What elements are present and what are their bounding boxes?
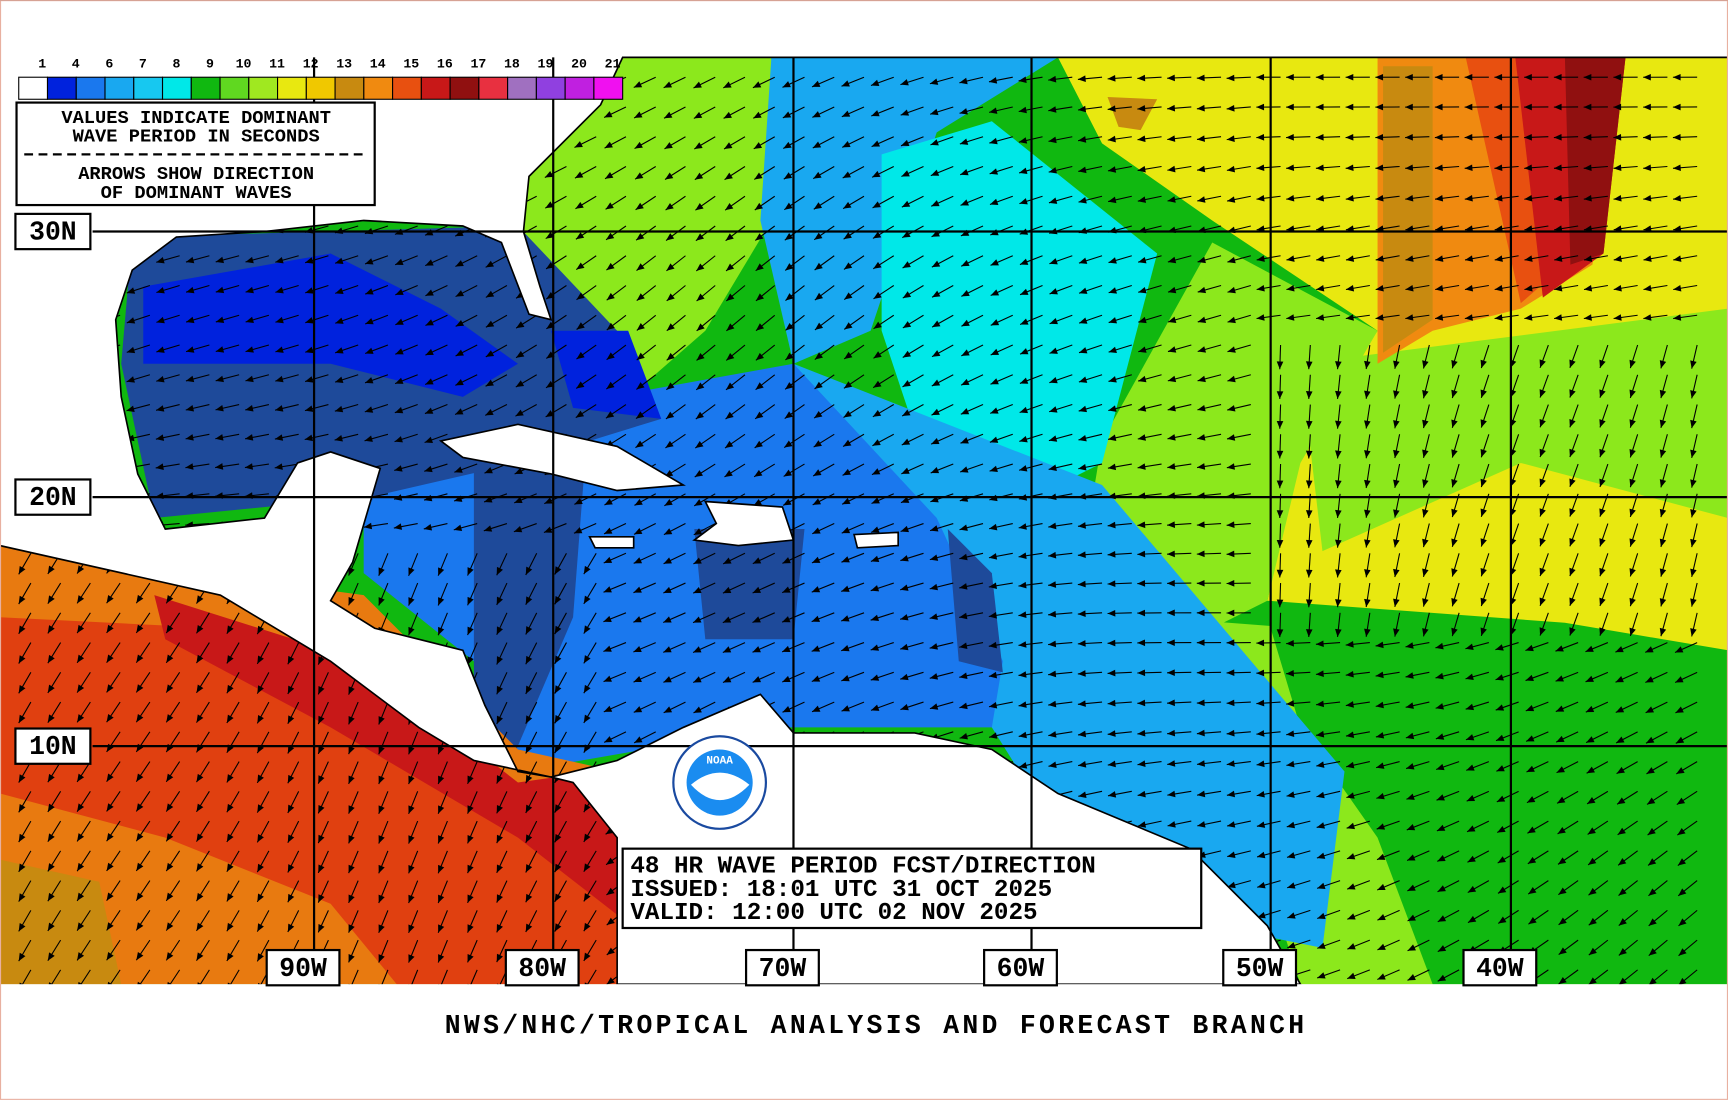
legend-label: 18 [504, 57, 520, 72]
period-region [694, 529, 804, 639]
legend-swatch [105, 77, 134, 99]
legend-swatch [47, 77, 76, 99]
legend-swatch [335, 77, 364, 99]
legend-label: 15 [403, 57, 419, 72]
legend-swatch [536, 77, 565, 99]
longitude-label: 40W [1476, 954, 1524, 984]
longitude-label: 60W [997, 954, 1045, 984]
legend-label: 11 [269, 57, 285, 72]
legend-label: 1 [38, 57, 46, 72]
legend-swatch [421, 77, 450, 99]
jamaica [590, 537, 634, 548]
legend-swatch [220, 77, 249, 99]
legend-label: 17 [470, 57, 486, 72]
legend-swatch [306, 77, 335, 99]
legend-swatch [278, 77, 307, 99]
period-region [1383, 66, 1433, 353]
legend-swatch [479, 77, 508, 99]
logo-text: NOAA [706, 755, 733, 767]
legend-label: 20 [571, 57, 587, 72]
legend-swatch [191, 77, 220, 99]
forecast-line: VALID: 12:00 UTC 02 NOV 2025 [630, 900, 1037, 927]
legend-swatch [393, 77, 422, 99]
longitude-label: 50W [1236, 954, 1284, 984]
legend-label: 4 [72, 57, 80, 72]
longitude-label: 90W [279, 954, 327, 984]
legend-swatch [364, 77, 393, 99]
latitude-label: 20N [29, 483, 77, 513]
legend-swatch [134, 77, 163, 99]
legend-swatch [76, 77, 105, 99]
legend-label: 12 [303, 57, 319, 72]
legend-label: 13 [336, 57, 352, 72]
legend-label: 6 [105, 57, 113, 72]
info-box: VALUES INDICATE DOMINANT WAVE PERIOD IN … [17, 103, 375, 205]
legend-swatch [565, 77, 594, 99]
info-line: WAVE PERIOD IN SECONDS [73, 126, 320, 148]
legend-label: 21 [605, 57, 621, 72]
legend-label: 7 [139, 57, 147, 72]
longitude-label: 80W [518, 954, 566, 984]
puerto-rico [854, 532, 898, 547]
footer: NWS/NHC/TROPICAL ANALYSIS AND FORECAST B… [445, 1011, 1308, 1041]
latitude-label: 30N [29, 218, 77, 248]
legend-swatch [508, 77, 537, 99]
legend-swatch [163, 77, 192, 99]
info-line: OF DOMINANT WAVES [101, 182, 292, 204]
legend-label: 9 [206, 57, 214, 72]
legend-swatch [594, 77, 623, 99]
legend-label: 10 [236, 57, 252, 72]
legend-swatch [19, 77, 48, 99]
forecast-box: 48 HR WAVE PERIOD FCST/DIRECTION ISSUED:… [623, 849, 1202, 928]
legend-label: 16 [437, 57, 453, 72]
bottom-margin [0, 984, 1728, 1100]
legend-label: 14 [370, 57, 386, 72]
logo: NOAA [673, 736, 766, 829]
legend-swatch [450, 77, 479, 99]
legend-label: 8 [172, 57, 180, 72]
legend-label: 19 [538, 57, 554, 72]
latitude-label: 10N [29, 732, 77, 762]
longitude-label: 70W [759, 954, 807, 984]
legend-swatch [249, 77, 278, 99]
